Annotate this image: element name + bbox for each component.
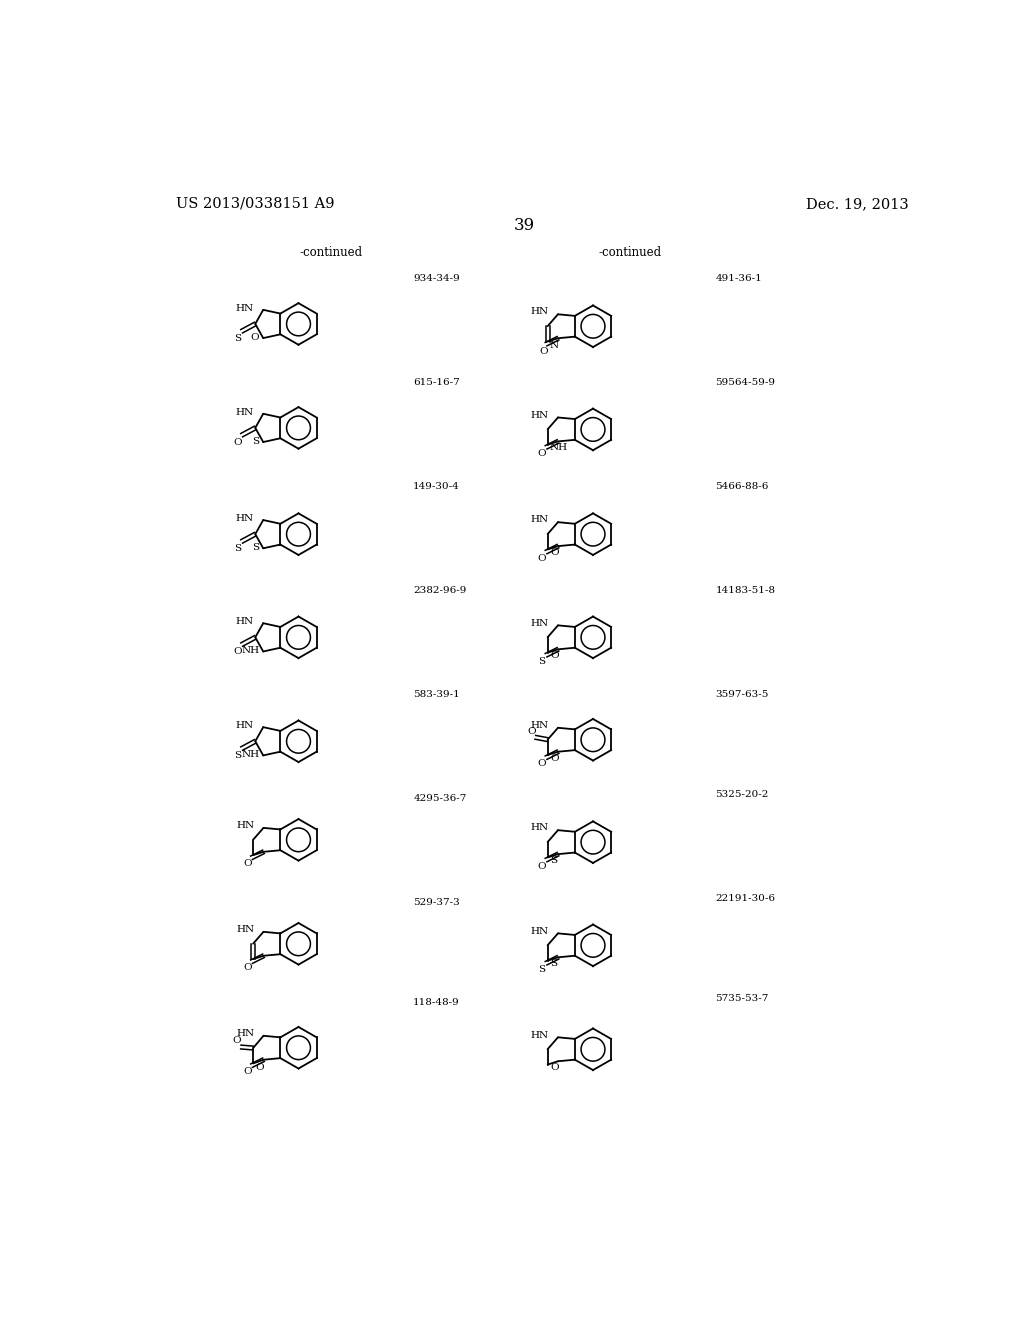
Text: 583-39-1: 583-39-1 (414, 689, 460, 698)
Text: HN: HN (237, 821, 254, 830)
Text: O: O (550, 754, 559, 763)
Text: S: S (234, 751, 242, 760)
Text: HN: HN (530, 308, 549, 317)
Text: HN: HN (237, 925, 254, 935)
Text: S: S (234, 334, 242, 343)
Text: N: N (550, 341, 559, 350)
Text: HN: HN (530, 927, 549, 936)
Text: 149-30-4: 149-30-4 (414, 482, 460, 491)
Text: 59564-59-9: 59564-59-9 (716, 378, 775, 387)
Text: O: O (538, 553, 547, 562)
Text: O: O (538, 862, 547, 871)
Text: Dec. 19, 2013: Dec. 19, 2013 (806, 197, 909, 211)
Text: 5325-20-2: 5325-20-2 (716, 789, 769, 799)
Text: O: O (251, 333, 259, 342)
Text: O: O (233, 647, 242, 656)
Text: O: O (527, 726, 536, 735)
Text: 491-36-1: 491-36-1 (716, 275, 762, 282)
Text: O: O (538, 449, 547, 458)
Text: -continued: -continued (599, 246, 662, 259)
Text: O: O (550, 651, 559, 660)
Text: S: S (252, 543, 259, 552)
Text: S: S (252, 437, 259, 446)
Text: O: O (550, 548, 559, 557)
Text: 4295-36-7: 4295-36-7 (414, 793, 467, 803)
Text: 39: 39 (514, 216, 536, 234)
Text: 529-37-3: 529-37-3 (414, 898, 460, 907)
Text: S: S (539, 657, 546, 665)
Text: O: O (244, 859, 252, 869)
Text: S: S (550, 960, 557, 968)
Text: O: O (538, 759, 547, 768)
Text: HN: HN (530, 515, 549, 524)
Text: O: O (244, 1068, 252, 1076)
Text: S: S (234, 544, 242, 553)
Text: HN: HN (236, 513, 253, 523)
Text: 2382-96-9: 2382-96-9 (414, 586, 467, 595)
Text: US 2013/0338151 A9: US 2013/0338151 A9 (176, 197, 335, 211)
Text: 615-16-7: 615-16-7 (414, 378, 460, 387)
Text: 934-34-9: 934-34-9 (414, 275, 460, 282)
Text: O: O (233, 438, 242, 446)
Text: HN: HN (236, 618, 253, 626)
Text: O: O (550, 1063, 559, 1072)
Text: HN: HN (530, 721, 549, 730)
Text: 5735-53-7: 5735-53-7 (716, 994, 769, 1003)
Text: HN: HN (530, 619, 549, 627)
Text: HN: HN (530, 1031, 549, 1040)
Text: 22191-30-6: 22191-30-6 (716, 894, 775, 903)
Text: NH: NH (242, 750, 259, 759)
Text: O: O (244, 964, 252, 973)
Text: HN: HN (237, 1030, 254, 1038)
Text: O: O (255, 1063, 264, 1072)
Text: 3597-63-5: 3597-63-5 (716, 689, 769, 698)
Text: HN: HN (236, 721, 253, 730)
Text: HN: HN (530, 411, 549, 420)
Text: 5466-88-6: 5466-88-6 (716, 482, 769, 491)
Text: HN: HN (236, 408, 253, 417)
Text: NH: NH (242, 647, 259, 655)
Text: S: S (539, 965, 546, 974)
Text: 14183-51-8: 14183-51-8 (716, 586, 775, 595)
Text: NH: NH (550, 444, 568, 453)
Text: -continued: -continued (299, 246, 362, 259)
Text: O: O (232, 1036, 242, 1045)
Text: HN: HN (530, 824, 549, 833)
Text: 118-48-9: 118-48-9 (414, 998, 460, 1007)
Text: O: O (540, 347, 548, 355)
Text: S: S (550, 857, 557, 865)
Text: HN: HN (236, 304, 253, 313)
